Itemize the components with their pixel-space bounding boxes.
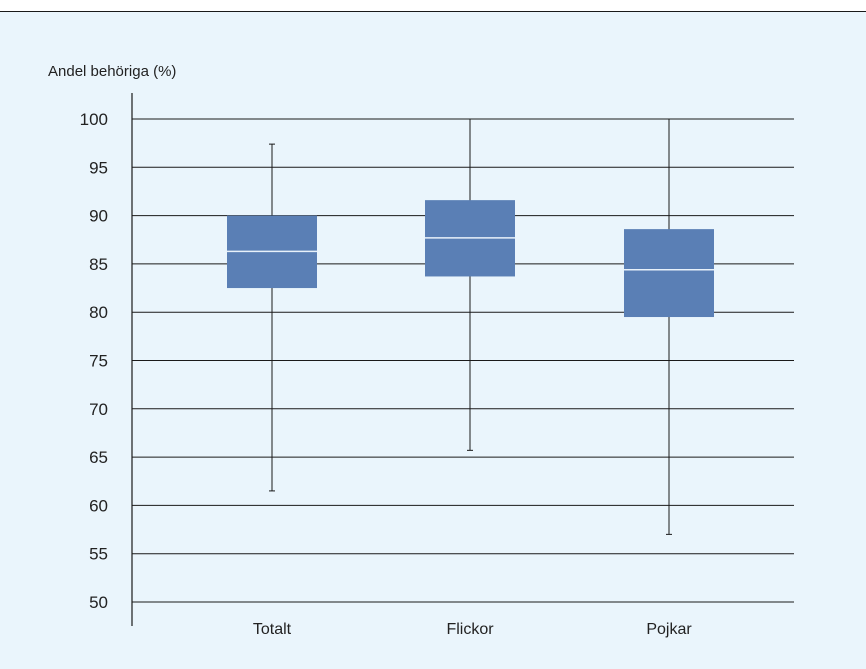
top-rule — [0, 11, 866, 12]
y-tick-label: 80 — [89, 303, 108, 322]
box-pojkar — [624, 229, 714, 318]
y-tick-label: 100 — [80, 110, 108, 129]
category-label: Pojkar — [646, 621, 692, 638]
y-tick-label: 85 — [89, 255, 108, 274]
y-tick-label: 75 — [89, 352, 108, 371]
category-label: Flickor — [446, 621, 494, 638]
y-tick-label: 50 — [89, 593, 108, 612]
y-tick-label: 90 — [89, 207, 108, 226]
y-tick-label: 65 — [89, 448, 108, 467]
y-axis-title: Andel behöriga (%) — [48, 63, 176, 80]
y-tick-label: 95 — [89, 158, 108, 177]
chart-panel — [0, 12, 866, 669]
y-tick-label: 60 — [89, 496, 108, 515]
y-tick-label: 55 — [89, 545, 108, 564]
category-label: Totalt — [253, 621, 292, 638]
y-tick-label: 70 — [89, 400, 108, 419]
